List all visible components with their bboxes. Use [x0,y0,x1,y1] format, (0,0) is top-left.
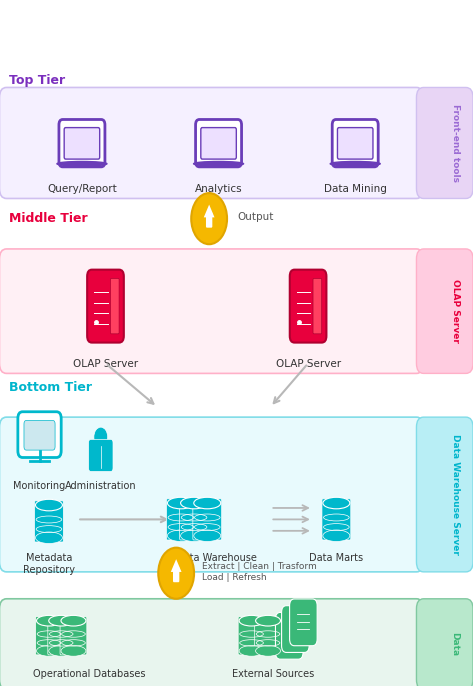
Ellipse shape [194,497,221,509]
FancyBboxPatch shape [322,499,351,540]
Ellipse shape [255,615,280,626]
Ellipse shape [167,530,194,541]
Text: Monitoring: Monitoring [13,481,66,491]
Text: Top Tier: Top Tier [9,75,65,87]
Text: Front-end tools: Front-end tools [451,104,460,182]
Ellipse shape [167,497,194,509]
FancyBboxPatch shape [275,613,303,659]
Ellipse shape [57,161,107,166]
Circle shape [94,427,108,447]
FancyBboxPatch shape [289,599,317,646]
FancyBboxPatch shape [180,499,209,540]
FancyBboxPatch shape [0,417,423,572]
Ellipse shape [36,615,61,626]
FancyBboxPatch shape [0,87,423,198]
Text: Output: Output [237,212,274,222]
Text: External Sources: External Sources [232,670,314,679]
Ellipse shape [255,646,280,657]
Text: OLAP Server: OLAP Server [451,279,460,343]
FancyBboxPatch shape [416,599,473,686]
FancyBboxPatch shape [64,128,100,159]
Text: Data: Data [451,632,460,657]
FancyBboxPatch shape [195,119,242,167]
Ellipse shape [35,532,62,543]
Ellipse shape [330,161,380,166]
FancyBboxPatch shape [166,499,195,540]
Ellipse shape [35,499,62,511]
Text: OLAP Server: OLAP Server [276,359,341,369]
Polygon shape [204,204,215,217]
FancyBboxPatch shape [0,599,423,686]
Text: Metadata
Repository: Metadata Repository [23,553,75,575]
FancyBboxPatch shape [313,279,322,334]
Ellipse shape [181,497,208,509]
FancyBboxPatch shape [193,499,222,540]
Text: Administration: Administration [65,481,137,491]
FancyBboxPatch shape [24,421,55,450]
FancyBboxPatch shape [416,249,473,373]
Ellipse shape [181,530,208,541]
FancyBboxPatch shape [206,212,212,228]
Text: OLAP Server: OLAP Server [73,359,138,369]
FancyBboxPatch shape [254,617,281,655]
Ellipse shape [194,530,221,541]
Ellipse shape [36,646,61,657]
FancyBboxPatch shape [35,617,62,655]
FancyBboxPatch shape [290,270,326,342]
Ellipse shape [239,615,264,626]
Text: Load | Refresh: Load | Refresh [202,573,267,582]
Ellipse shape [239,646,264,657]
Text: Operational Databases: Operational Databases [33,670,145,679]
FancyBboxPatch shape [48,617,75,655]
Ellipse shape [323,497,350,509]
Text: Data Warehouse Server: Data Warehouse Server [451,434,460,555]
FancyBboxPatch shape [201,128,236,159]
Text: Data Mining: Data Mining [324,185,386,194]
Text: Bottom Tier: Bottom Tier [9,381,92,394]
FancyBboxPatch shape [35,501,63,542]
Ellipse shape [49,646,74,657]
Text: Middle Tier: Middle Tier [9,213,88,226]
FancyBboxPatch shape [416,87,473,198]
Circle shape [158,547,194,599]
FancyBboxPatch shape [87,270,124,342]
Ellipse shape [193,161,244,166]
Ellipse shape [61,646,86,657]
Circle shape [191,193,227,244]
FancyBboxPatch shape [173,567,179,582]
Text: Data Marts: Data Marts [309,553,363,563]
Ellipse shape [49,615,74,626]
Text: Extract | Clean | Trasform: Extract | Clean | Trasform [202,562,317,571]
FancyBboxPatch shape [337,128,373,159]
FancyBboxPatch shape [59,119,105,167]
Text: Query/Report: Query/Report [47,185,117,194]
FancyBboxPatch shape [88,439,113,471]
FancyBboxPatch shape [238,617,265,655]
FancyBboxPatch shape [0,249,423,373]
FancyBboxPatch shape [60,617,87,655]
Ellipse shape [61,615,86,626]
FancyBboxPatch shape [332,119,378,167]
Text: Data Warehouse: Data Warehouse [176,553,257,563]
Text: Analytics: Analytics [195,185,242,194]
FancyBboxPatch shape [18,412,61,458]
Ellipse shape [323,530,350,541]
FancyBboxPatch shape [281,606,309,652]
FancyBboxPatch shape [110,279,119,334]
Polygon shape [171,559,182,572]
FancyBboxPatch shape [416,417,473,572]
